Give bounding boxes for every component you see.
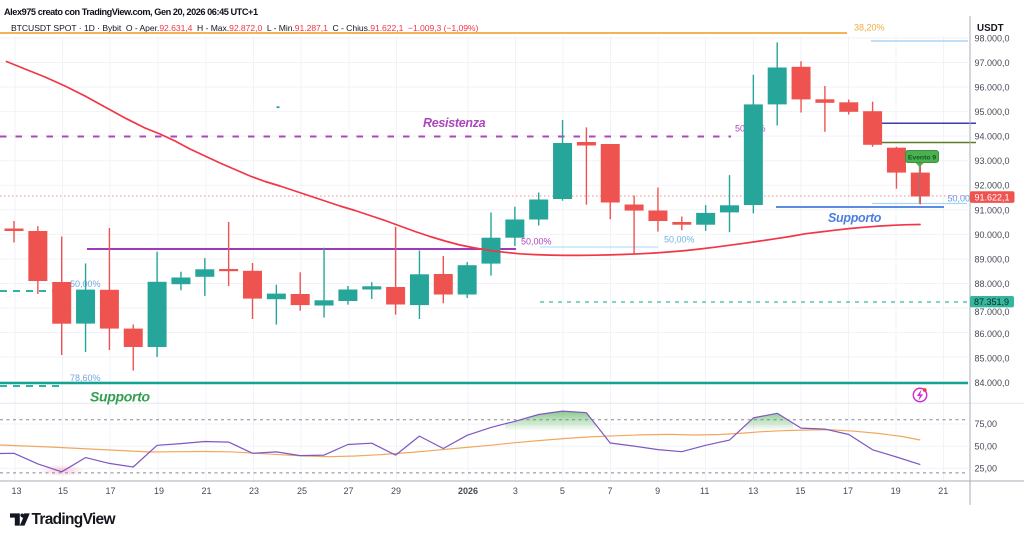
svg-text:38,20%: 38,20% (854, 23, 885, 33)
svg-text:5: 5 (560, 486, 565, 496)
svg-text:96.000,0: 96.000,0 (975, 83, 1010, 93)
svg-text:90.000,0: 90.000,0 (975, 230, 1010, 240)
svg-text:92.000,0: 92.000,0 (975, 181, 1010, 191)
svg-text:27: 27 (343, 486, 353, 496)
svg-text:78,60%: 78,60% (70, 373, 101, 383)
svg-text:25,00: 25,00 (975, 464, 998, 474)
svg-text:19: 19 (154, 486, 164, 496)
svg-text:95.000,0: 95.000,0 (975, 107, 1010, 117)
svg-text:3: 3 (513, 486, 518, 496)
svg-text:86.000,0: 86.000,0 (975, 329, 1010, 339)
svg-text:13: 13 (11, 486, 21, 496)
svg-text:50,00: 50,00 (948, 194, 971, 204)
svg-text:85.000,0: 85.000,0 (975, 353, 1010, 363)
svg-text:88.000,0: 88.000,0 (975, 279, 1010, 289)
svg-text:93.000,0: 93.000,0 (975, 156, 1010, 166)
svg-text:87.000,0: 87.000,0 (975, 307, 1010, 317)
svg-text:89.000,0: 89.000,0 (975, 255, 1010, 265)
svg-text:21: 21 (201, 486, 211, 496)
svg-text:97.000,0: 97.000,0 (975, 58, 1010, 68)
svg-text:91.622,1: 91.622,1 (974, 192, 1009, 202)
svg-text:11: 11 (700, 486, 709, 496)
svg-text:15: 15 (795, 486, 805, 496)
svg-text:19: 19 (891, 486, 901, 496)
svg-text:50,00%: 50,00% (664, 235, 695, 245)
svg-text:23: 23 (249, 486, 259, 496)
svg-text:50,00: 50,00 (975, 442, 998, 452)
svg-text:Supporto: Supporto (828, 211, 882, 225)
svg-text:13: 13 (748, 486, 758, 496)
svg-text:9: 9 (655, 486, 660, 496)
svg-text:7: 7 (607, 486, 612, 496)
svg-text:25: 25 (297, 486, 307, 496)
svg-text:84.000,0: 84.000,0 (975, 378, 1010, 388)
svg-text:TradingView: TradingView (32, 511, 117, 528)
svg-text:29: 29 (391, 486, 401, 496)
svg-text:Evento 9: Evento 9 (908, 154, 937, 161)
svg-text:USDT: USDT (977, 23, 1004, 34)
svg-text:15: 15 (58, 486, 68, 496)
svg-text:98.000,0: 98.000,0 (975, 34, 1010, 44)
svg-text:94.000,0: 94.000,0 (975, 132, 1010, 142)
svg-text:21: 21 (938, 486, 948, 496)
svg-text:Supporto: Supporto (90, 389, 151, 405)
svg-text:2026: 2026 (458, 486, 478, 496)
svg-text:50,00%: 50,00% (521, 237, 552, 247)
svg-text:87.351,9: 87.351,9 (974, 297, 1009, 307)
svg-text:17: 17 (843, 486, 853, 496)
svg-text:75,00: 75,00 (975, 419, 998, 429)
svg-text:17: 17 (105, 486, 115, 496)
svg-text:91.000,0: 91.000,0 (975, 206, 1010, 216)
svg-text:Resistenza: Resistenza (423, 116, 486, 130)
